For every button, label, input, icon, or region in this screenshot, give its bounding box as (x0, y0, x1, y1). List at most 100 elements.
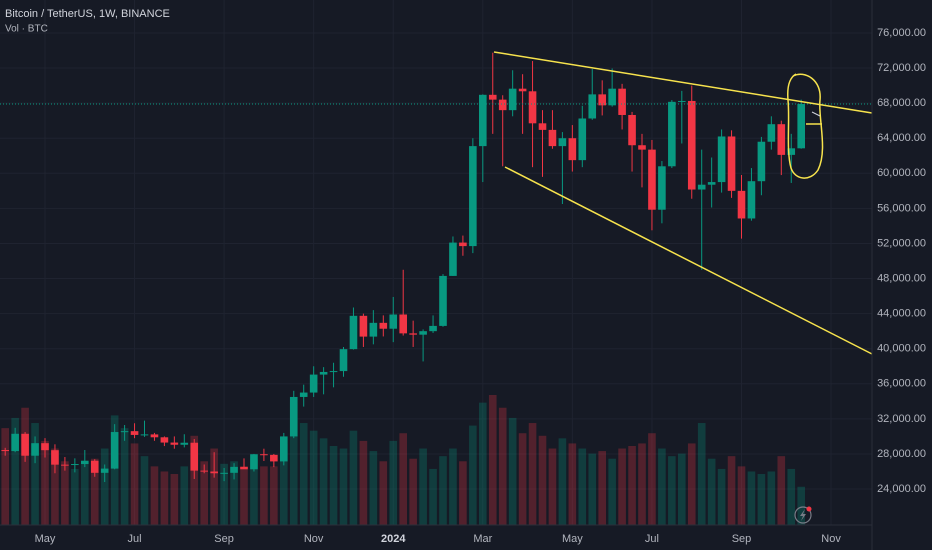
x-tick-label: Nov (304, 533, 324, 545)
candle-body (319, 371, 328, 375)
volume-bar (409, 458, 417, 525)
candle-body (488, 94, 497, 100)
candle-body (429, 325, 437, 332)
candle-body (220, 472, 228, 474)
y-tick-label: 24,000.00 (877, 483, 926, 495)
alert-circle[interactable] (794, 506, 812, 524)
x-tick-label: Jul (645, 533, 659, 545)
alert-dot[interactable] (806, 506, 812, 512)
volume-bar (319, 438, 328, 525)
y-tick-label: 32,000.00 (877, 413, 926, 425)
candle-body (31, 443, 39, 456)
candle-body (449, 242, 457, 276)
candle-body (707, 182, 716, 185)
candle-body (568, 138, 577, 161)
x-tick-label: 2024 (381, 533, 406, 545)
candle-body (120, 431, 129, 433)
candle-body (100, 468, 109, 473)
candle-body (389, 314, 398, 329)
volume-bar (240, 466, 248, 525)
volume-bar (469, 425, 477, 525)
volume-bar (399, 433, 407, 525)
volume-bar (289, 402, 298, 525)
candle-body (349, 315, 358, 350)
candle-body (359, 315, 368, 337)
alert-bolt[interactable] (800, 509, 806, 521)
volume-bar (439, 456, 447, 525)
volume-bar (230, 461, 238, 525)
candle-body (160, 437, 169, 443)
x-tick-label: Mar (473, 533, 492, 545)
volume-bar (51, 448, 59, 525)
volume-bar (190, 435, 199, 525)
volume-bar (299, 423, 308, 525)
candle-body (130, 431, 139, 435)
volume-bar (379, 461, 388, 525)
x-tick-label: Jul (128, 533, 142, 545)
candle-body (409, 333, 417, 335)
volume-bar (737, 466, 746, 525)
volume-bar (668, 456, 676, 525)
candle-body (240, 466, 248, 470)
volume-bar (528, 423, 537, 525)
volume-bar (538, 435, 547, 525)
y-tick-label: 40,000.00 (877, 343, 926, 355)
candle-body (270, 454, 278, 462)
candle-body (210, 471, 218, 474)
chart-title: Bitcoin / TetherUS, 1W, BINANCE (5, 8, 170, 20)
volume-bar (200, 461, 208, 525)
alert-icon[interactable] (794, 506, 812, 524)
drawings (493, 51, 873, 355)
volume-bar (459, 461, 467, 525)
y-tick-label: 44,000.00 (877, 308, 926, 320)
candle-body (618, 88, 626, 115)
y-tick-label: 68,000.00 (877, 97, 926, 109)
candle-body (648, 149, 656, 210)
y-tick-label: 48,000.00 (877, 272, 926, 284)
volume-bar (777, 456, 786, 525)
candle-body (299, 392, 308, 397)
volume-bar (260, 466, 268, 525)
candle-body (399, 314, 407, 334)
volume-bar (359, 440, 368, 525)
candle-body (668, 101, 676, 167)
candle-body (727, 136, 736, 191)
candle-body (71, 464, 79, 466)
candle-body (737, 190, 746, 219)
candle-body (280, 436, 288, 462)
candle-body (747, 181, 756, 219)
candle-body (678, 100, 686, 102)
volume-bar (488, 395, 497, 525)
candle-body (658, 166, 666, 210)
volume-bar (757, 474, 766, 525)
volume-bar (548, 448, 557, 525)
y-tick-label: 28,000.00 (877, 448, 926, 460)
candle-body (230, 466, 238, 473)
candle-body (558, 138, 567, 147)
volume-bar (628, 445, 636, 525)
volume-bar (41, 440, 49, 525)
candle-body (81, 460, 89, 465)
y-tick-label: 56,000.00 (877, 202, 926, 214)
marker-line (811, 111, 821, 117)
candle-body (200, 470, 208, 472)
volume-bar (210, 448, 218, 525)
candle-body (41, 443, 49, 451)
volume-bar (588, 453, 597, 525)
candle-body (608, 88, 616, 106)
volume-bar (717, 468, 726, 525)
volume-bar (747, 471, 756, 525)
candle-body (329, 371, 338, 373)
volume-bar (369, 451, 378, 525)
candle-body (498, 99, 507, 111)
candle-body (797, 104, 805, 149)
candle-body (61, 464, 69, 466)
candle-body (140, 434, 149, 436)
candle-body (150, 434, 159, 438)
candle-body (21, 433, 29, 456)
candle-layer (0, 52, 872, 483)
volume-bar (578, 448, 587, 525)
volume-bar (678, 453, 686, 525)
